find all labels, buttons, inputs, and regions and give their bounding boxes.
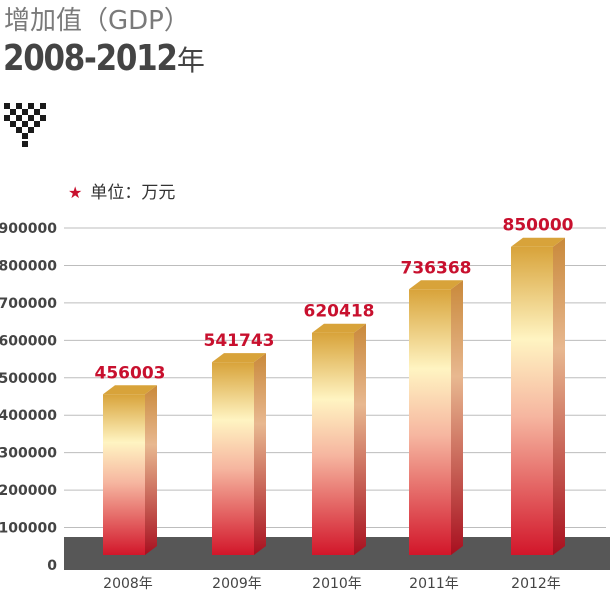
subtitle-years: 2008-2012 [3, 38, 178, 79]
x-tick-label: 2010年 [312, 576, 362, 592]
bar-top [212, 353, 266, 363]
value-label: 456003 [95, 363, 166, 383]
bar-2011年 [409, 280, 463, 555]
y-tick-label: 900000 [0, 221, 57, 237]
x-tick-label: 2012年 [511, 576, 561, 592]
bar-side [451, 280, 463, 555]
value-label: 620418 [304, 302, 375, 322]
bar-2012年 [511, 237, 565, 555]
bar-side [553, 237, 565, 555]
bar-2008年 [103, 385, 157, 555]
bar-side [354, 323, 366, 555]
bar-side [145, 385, 157, 555]
x-tick-label: 2009年 [212, 576, 262, 592]
chart-title: 增加值（GDP） [4, 6, 190, 36]
bar-top [103, 385, 157, 395]
value-label: 850000 [503, 216, 574, 236]
bars [103, 237, 565, 555]
value-label: 541743 [204, 331, 275, 351]
chevron-pattern-icon [4, 103, 46, 147]
bar-2010年 [312, 323, 366, 555]
chart-subtitle: 2008-2012年 [3, 38, 205, 79]
y-tick-label: 200000 [0, 483, 57, 499]
bar-front [212, 362, 254, 555]
unit-note-text: 单位：万元 [90, 183, 176, 203]
star-icon: ★ [68, 183, 83, 202]
bar-front [312, 332, 354, 555]
x-tick-label: 2011年 [409, 576, 459, 592]
bar-front [511, 246, 553, 555]
y-tick-label: 100000 [0, 521, 57, 537]
y-tick-label: 300000 [0, 446, 57, 462]
bar-top [312, 323, 366, 333]
bar-2009年 [212, 353, 266, 555]
value-label: 736368 [401, 258, 472, 278]
y-tick-label: 500000 [0, 371, 57, 387]
unit-note: ★ 单位：万元 [68, 178, 175, 203]
bar-front [409, 289, 451, 555]
bar-side [254, 353, 266, 555]
y-tick-label: 600000 [0, 333, 57, 349]
bar-front [103, 394, 145, 555]
y-tick-label: 400000 [0, 408, 57, 424]
bar-top [511, 237, 565, 247]
y-tick-label: 700000 [0, 296, 57, 312]
subtitle-year-suffix: 年 [176, 44, 205, 77]
bar-top [409, 280, 463, 290]
x-tick-label: 2008年 [103, 576, 153, 592]
labels: 0 100000 200000 300000 400000 500000 600000 700… [0, 216, 574, 592]
y-tick-label: 0 [47, 558, 57, 574]
y-tick-label: 800000 [0, 258, 57, 274]
